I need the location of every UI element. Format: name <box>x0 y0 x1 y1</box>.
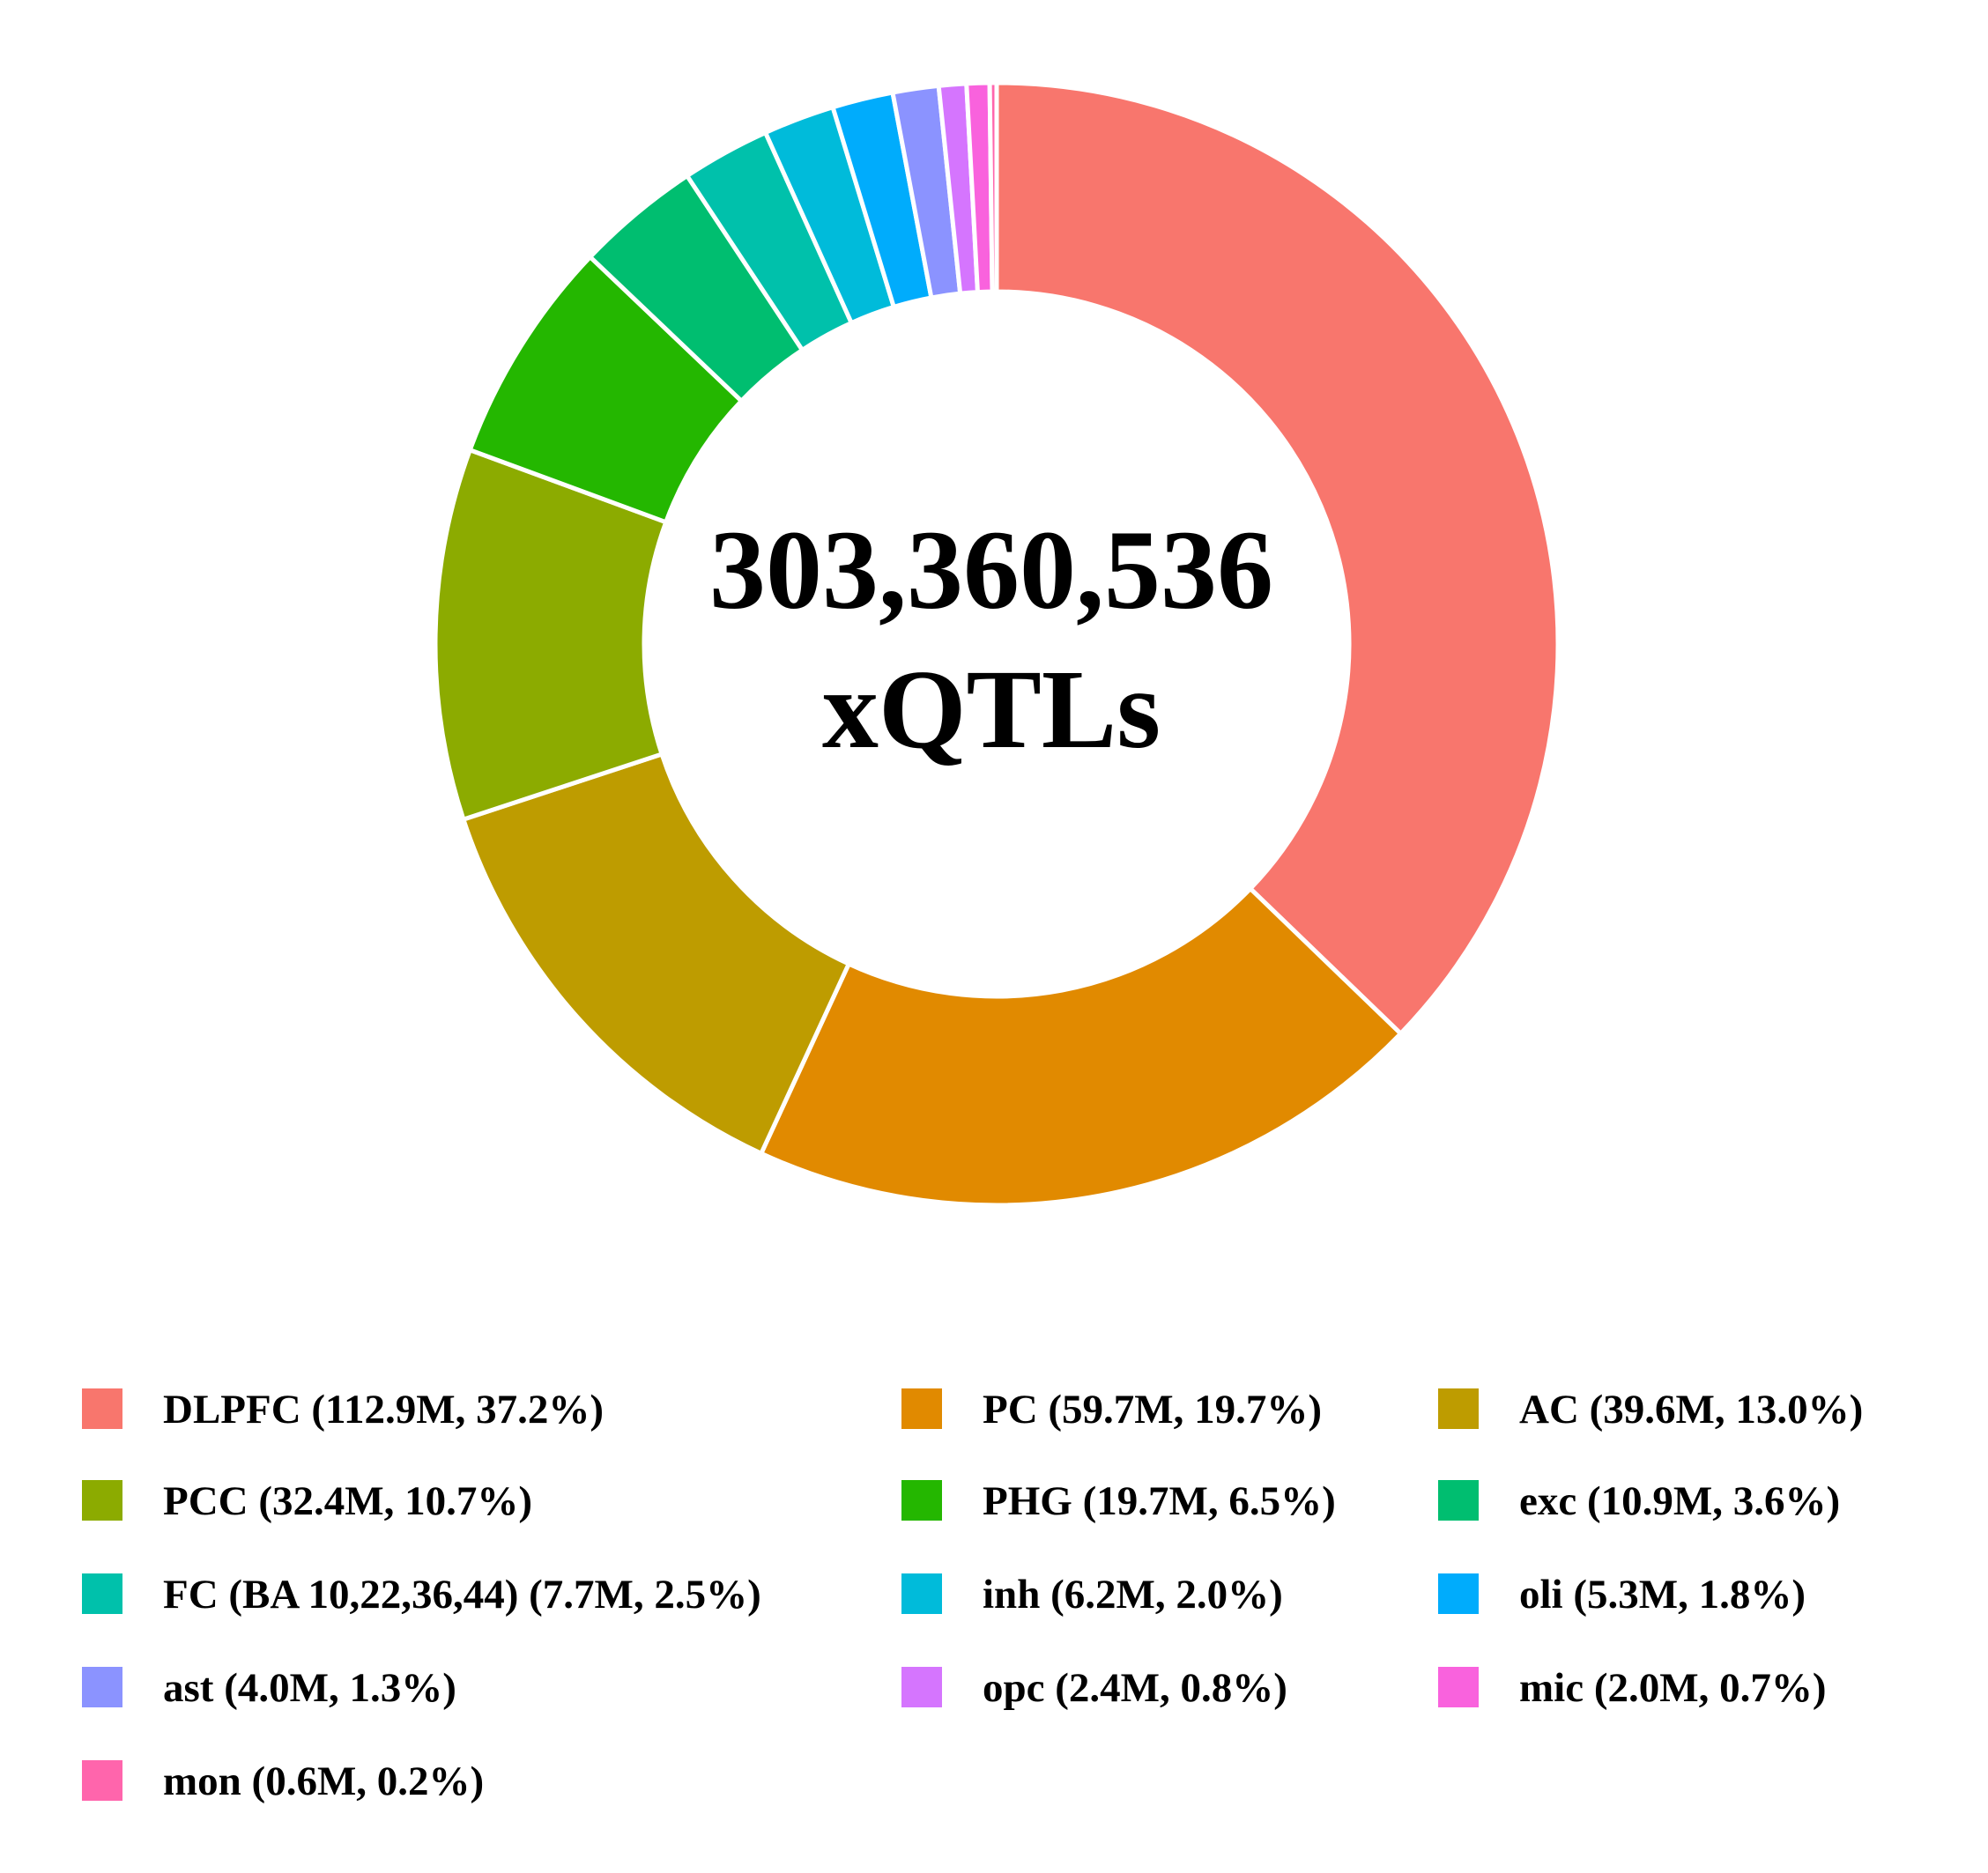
legend-item: PHG (19.7M, 6.5%) <box>901 1478 1336 1524</box>
legend-item: FC (BA 10,22,36,44) (7.7M, 2.5%) <box>82 1572 761 1618</box>
legend-label: inh (6.2M, 2.0%) <box>983 1572 1283 1618</box>
legend-swatch <box>82 1480 122 1521</box>
legend-swatch <box>1438 1388 1479 1429</box>
slice-dlpfc <box>994 80 1561 1037</box>
legend-label: oli (5.3M, 1.8%) <box>1519 1572 1806 1618</box>
legend-swatch <box>901 1573 942 1614</box>
legend-swatch <box>901 1667 942 1707</box>
legend-item: DLPFC (112.9M, 37.2%) <box>82 1387 604 1433</box>
legend-item: inh (6.2M, 2.0%) <box>901 1572 1283 1618</box>
legend-item: AC (39.6M, 13.0%) <box>1438 1387 1863 1433</box>
legend-label: FC (BA 10,22,36,44) (7.7M, 2.5%) <box>163 1572 761 1618</box>
slice-mon <box>987 80 999 294</box>
legend-item: oli (5.3M, 1.8%) <box>1438 1572 1806 1618</box>
legend-swatch <box>901 1388 942 1429</box>
center-total-unit: xQTLs <box>822 647 1161 772</box>
legend-swatch <box>82 1573 122 1614</box>
legend-label: PCC (32.4M, 10.7%) <box>163 1478 532 1524</box>
legend-swatch <box>82 1667 122 1707</box>
legend-swatch <box>82 1760 122 1801</box>
legend-label: mon (0.6M, 0.2%) <box>163 1758 484 1804</box>
legend-swatch <box>1438 1573 1479 1614</box>
donut-center-label: 303,360,536 xQTLs <box>709 507 1273 772</box>
slice-ac <box>460 751 852 1157</box>
legend-item: exc (10.9M, 3.6%) <box>1438 1478 1840 1524</box>
legend-label: AC (39.6M, 13.0%) <box>1519 1387 1863 1433</box>
donut-slices <box>433 80 1561 1208</box>
legend-swatch <box>901 1480 942 1521</box>
legend-swatch <box>1438 1480 1479 1521</box>
legend-item: ast (4.0M, 1.3%) <box>82 1665 456 1711</box>
legend-item: mic (2.0M, 0.7%) <box>1438 1665 1826 1711</box>
legend-item: PC (59.7M, 19.7%) <box>901 1387 1322 1433</box>
legend-item: PCC (32.4M, 10.7%) <box>82 1478 532 1524</box>
legend-label: DLPFC (112.9M, 37.2%) <box>163 1387 604 1433</box>
legend-label: ast (4.0M, 1.3%) <box>163 1665 456 1711</box>
legend-label: opc (2.4M, 0.8%) <box>983 1665 1287 1711</box>
legend-label: PHG (19.7M, 6.5%) <box>983 1478 1336 1524</box>
center-total-value: 303,360,536 <box>709 507 1273 633</box>
legend-item: mon (0.6M, 0.2%) <box>82 1758 484 1804</box>
legend-swatch <box>82 1388 122 1429</box>
legend-swatch <box>1438 1667 1479 1707</box>
legend-label: PC (59.7M, 19.7%) <box>983 1387 1322 1433</box>
legend: DLPFC (112.9M, 37.2%) PC (59.7M, 19.7%) AC… <box>82 1387 1863 1804</box>
legend-label: mic (2.0M, 0.7%) <box>1519 1665 1826 1711</box>
slice-pc <box>758 885 1405 1208</box>
legend-item: opc (2.4M, 0.8%) <box>901 1665 1287 1711</box>
legend-label: exc (10.9M, 3.6%) <box>1519 1478 1840 1524</box>
